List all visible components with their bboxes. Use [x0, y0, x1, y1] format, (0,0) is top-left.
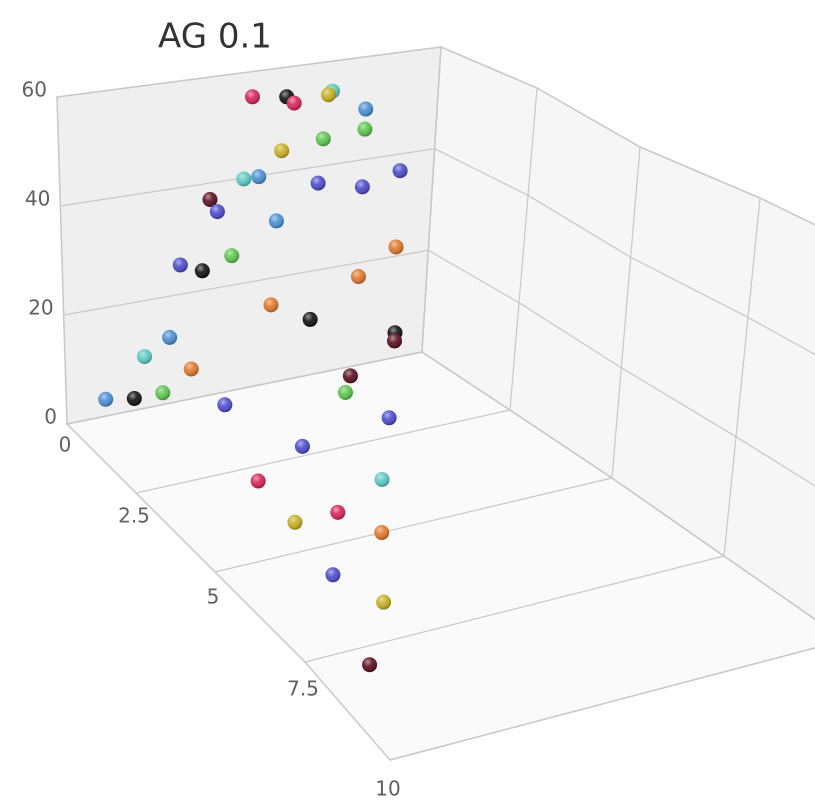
point	[183, 361, 199, 377]
point	[263, 297, 279, 313]
point	[357, 121, 373, 137]
point	[381, 410, 397, 426]
y-tick-label: 20	[28, 296, 53, 320]
grid-line	[389, 647, 815, 761]
point	[374, 525, 390, 541]
point	[388, 239, 404, 255]
grid-line	[214, 477, 613, 573]
point	[194, 263, 210, 279]
point	[209, 204, 225, 220]
z-tick-label: 7.5	[287, 677, 319, 701]
point	[387, 333, 403, 349]
z-tick-label: 0	[59, 433, 72, 457]
walls	[56, 45, 815, 761]
grid-line	[304, 555, 725, 663]
point	[137, 349, 153, 365]
point	[224, 248, 240, 264]
point	[162, 329, 178, 345]
point	[358, 101, 374, 117]
point	[337, 384, 353, 400]
point	[268, 213, 284, 229]
grid-line	[509, 87, 538, 411]
point	[98, 391, 114, 407]
point	[374, 471, 390, 487]
point	[362, 657, 378, 673]
point	[155, 385, 171, 401]
axis-labels: 0 20 40 60 0 2.5 5 7.5 10	[22, 78, 401, 800]
point	[250, 473, 266, 489]
point	[294, 438, 310, 454]
point	[274, 143, 290, 159]
point	[126, 390, 142, 406]
y-tick-label: 60	[22, 78, 47, 102]
point	[325, 567, 341, 583]
point	[392, 163, 408, 179]
grid	[56, 46, 815, 761]
point	[286, 95, 302, 111]
grid-line	[63, 249, 429, 316]
point	[244, 89, 260, 105]
z-tick-label: 10	[375, 777, 400, 800]
z-tick-label: 2.5	[118, 504, 150, 528]
chart-title: AG 0.1	[158, 17, 272, 57]
point	[302, 311, 318, 327]
point	[236, 171, 252, 187]
grid-line	[611, 146, 641, 479]
grid-line	[66, 351, 423, 425]
point	[217, 397, 233, 413]
grid-line	[723, 197, 761, 557]
point	[310, 175, 326, 191]
y-tick-label: 0	[44, 405, 57, 429]
point	[172, 257, 188, 273]
point	[315, 131, 331, 147]
y-tick-label: 40	[25, 187, 50, 211]
point	[354, 179, 370, 195]
grid-line	[56, 46, 442, 98]
point	[342, 368, 358, 384]
point	[330, 504, 346, 520]
point	[350, 269, 366, 285]
point	[376, 594, 392, 610]
point	[321, 87, 337, 103]
grid-line	[135, 409, 511, 494]
z-tick-label: 5	[207, 585, 220, 609]
point	[287, 514, 303, 530]
point	[251, 169, 267, 185]
grid-line	[421, 46, 442, 353]
